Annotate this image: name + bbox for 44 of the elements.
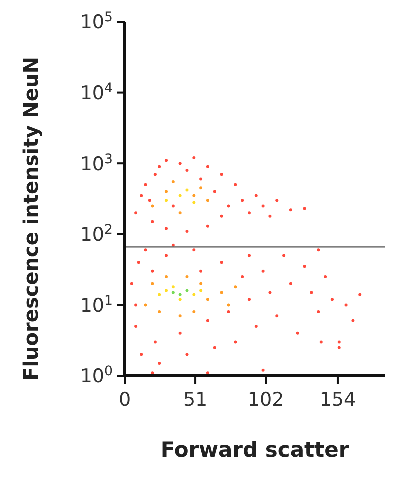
y-tick-label: 10$^{5}$	[80, 10, 113, 34]
point	[234, 286, 238, 289]
x-axis-title: Forward scatter	[160, 438, 350, 462]
point	[158, 293, 162, 296]
point	[164, 276, 168, 279]
point	[158, 310, 162, 314]
point	[220, 291, 224, 294]
point	[192, 201, 196, 204]
x-tick-label: 51	[183, 389, 208, 411]
point	[192, 293, 196, 296]
point	[206, 298, 210, 302]
point	[186, 276, 189, 279]
point	[164, 199, 168, 202]
point	[178, 293, 182, 296]
point	[178, 194, 182, 198]
point	[151, 282, 154, 286]
y-tick-label: 10$^{3}$	[80, 152, 113, 176]
point	[151, 204, 154, 208]
y-tick-label: 10$^{4}$	[80, 80, 113, 104]
x-tick-label: 0	[118, 389, 132, 411]
point	[178, 298, 182, 302]
point	[178, 314, 182, 318]
x-tick-label: 154	[320, 389, 356, 411]
point	[227, 304, 230, 307]
point	[178, 212, 182, 215]
point	[192, 194, 196, 198]
point	[206, 199, 210, 202]
point	[144, 304, 148, 307]
point	[192, 310, 196, 314]
y-tick-label: 10$^{0}$	[80, 364, 113, 388]
point	[172, 180, 175, 184]
point	[200, 186, 203, 190]
point	[200, 289, 203, 292]
point	[172, 286, 175, 289]
y-tick-label: 10$^{1}$	[80, 293, 113, 317]
point	[186, 289, 189, 292]
x-tick-label: 102	[248, 389, 284, 411]
y-tick-label: 10$^{2}$	[80, 222, 113, 246]
point	[172, 291, 175, 294]
point	[186, 188, 189, 192]
point	[164, 289, 168, 292]
point	[164, 190, 168, 194]
point	[200, 282, 203, 286]
y-axis-title: Fluorescence intensity NeuN	[19, 57, 43, 381]
